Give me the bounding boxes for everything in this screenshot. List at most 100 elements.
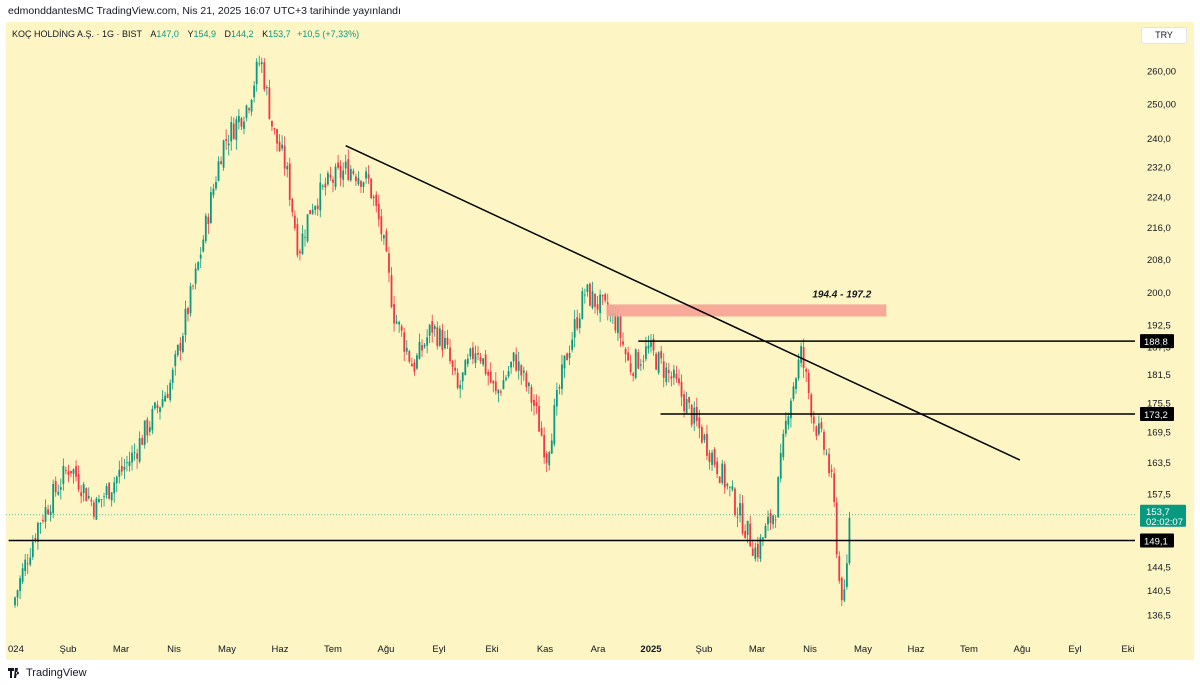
candle-body (54, 481, 57, 493)
candle-body (456, 372, 459, 388)
level-price-label: 173,2 (1144, 410, 1168, 421)
candle-body (627, 352, 630, 361)
y-axis-tick-label: 216,0 (1147, 223, 1171, 234)
candle-body (291, 198, 294, 213)
candle-body (44, 507, 47, 522)
candle-body (433, 326, 436, 330)
candle-body (92, 502, 95, 517)
x-axis-tick-label: Tem (324, 644, 342, 655)
candle-body (304, 236, 306, 238)
candle-body (492, 380, 495, 384)
candle-body (136, 453, 139, 459)
candle-body (815, 426, 818, 436)
candle-body (751, 548, 754, 556)
candle-body (367, 174, 370, 179)
candle-body (250, 99, 253, 112)
candle-body (703, 434, 706, 440)
candle-body (756, 543, 759, 558)
candle-body (451, 360, 454, 367)
x-axis-tick-label: Şub (696, 644, 713, 655)
candle-body (176, 345, 179, 356)
candle-body (494, 381, 497, 392)
price-chart[interactable]: 194.4 - 197.2 188,8 173,2 149,1 260,00 250,00… (0, 0, 1200, 660)
candle-body (49, 511, 52, 515)
candle-body (675, 373, 678, 379)
candle-body (260, 62, 263, 65)
candle-body (375, 194, 378, 206)
candle-body (548, 452, 551, 466)
candle-body (365, 171, 367, 179)
candle-body (759, 537, 762, 559)
zone-label: 194.4 - 197.2 (812, 289, 871, 300)
candle-body (502, 380, 505, 390)
candle-body (273, 128, 276, 130)
candle-body (624, 348, 627, 355)
candle-body (202, 239, 205, 252)
candle-body (197, 262, 200, 270)
candle-body (36, 523, 39, 542)
candle-body (232, 123, 235, 139)
candle-body (118, 469, 121, 477)
candle-body (500, 391, 502, 393)
candle-body (354, 176, 357, 182)
y-axis-tick-label: 140,5 (1147, 586, 1171, 597)
candle-body (614, 313, 617, 331)
candle-body (278, 141, 281, 152)
candle-body (507, 371, 510, 377)
candle-body (95, 498, 98, 520)
candle-body (403, 332, 406, 352)
candle-body (716, 461, 719, 475)
candle-body (685, 399, 688, 414)
candle-body (230, 122, 233, 142)
candle-body (782, 433, 785, 458)
symbol-name[interactable]: KOÇ HOLDİNG A.Ş. · 1G · BIST (12, 29, 142, 39)
candle-body (265, 86, 268, 88)
candle-body (830, 469, 833, 472)
footer-brand: TradingView (26, 667, 87, 679)
candle-body (838, 556, 841, 581)
candle-body (72, 469, 75, 474)
y-axis-tick-label: 157,5 (1147, 490, 1171, 501)
candle-body (749, 523, 752, 547)
candle-body (790, 400, 792, 419)
candle-body (70, 470, 72, 474)
candle-body (237, 115, 240, 123)
candle-body (113, 482, 116, 494)
candle-body (19, 578, 21, 592)
last-price-value: 153,7 (1146, 507, 1170, 518)
candle-body (645, 346, 647, 359)
candle-body (327, 173, 329, 185)
x-axis-tick-label: Mar (113, 644, 129, 655)
candle-body (405, 347, 408, 352)
candle-body (639, 364, 642, 366)
publish-header: edmonddantesMC TradingView.com, Nis 21, … (8, 5, 401, 17)
candle-body (818, 423, 820, 435)
candle-body (573, 319, 576, 338)
candle-body (217, 161, 220, 181)
candle-body (527, 382, 530, 387)
candle-body (39, 523, 42, 525)
candle-body (286, 165, 289, 170)
x-axis-tick-label: Eyl (1068, 644, 1081, 655)
candle-body (583, 294, 586, 296)
candle-body (62, 465, 65, 485)
x-axis-tick-label: Nis (803, 644, 817, 655)
candle-body (662, 361, 665, 378)
candle-body (151, 409, 154, 430)
candle-body (436, 327, 439, 347)
candle-body (555, 389, 558, 407)
candle-body (802, 346, 805, 368)
candle-body (784, 420, 787, 434)
candle-body (698, 417, 701, 429)
y-axis-tick-label: 232,0 (1147, 163, 1171, 174)
candle-body (362, 182, 365, 187)
candle-body (517, 361, 520, 371)
x-axis-tick-label: Ağu (1014, 644, 1031, 655)
candle-body (693, 407, 696, 424)
x-axis-tick-label: Haz (272, 644, 289, 655)
low-label: D (224, 29, 232, 39)
x-axis-tick-label: Haz (908, 644, 925, 655)
candle-body (143, 420, 146, 445)
currency-button[interactable]: TRY (1141, 27, 1187, 44)
candle-body (133, 452, 136, 454)
